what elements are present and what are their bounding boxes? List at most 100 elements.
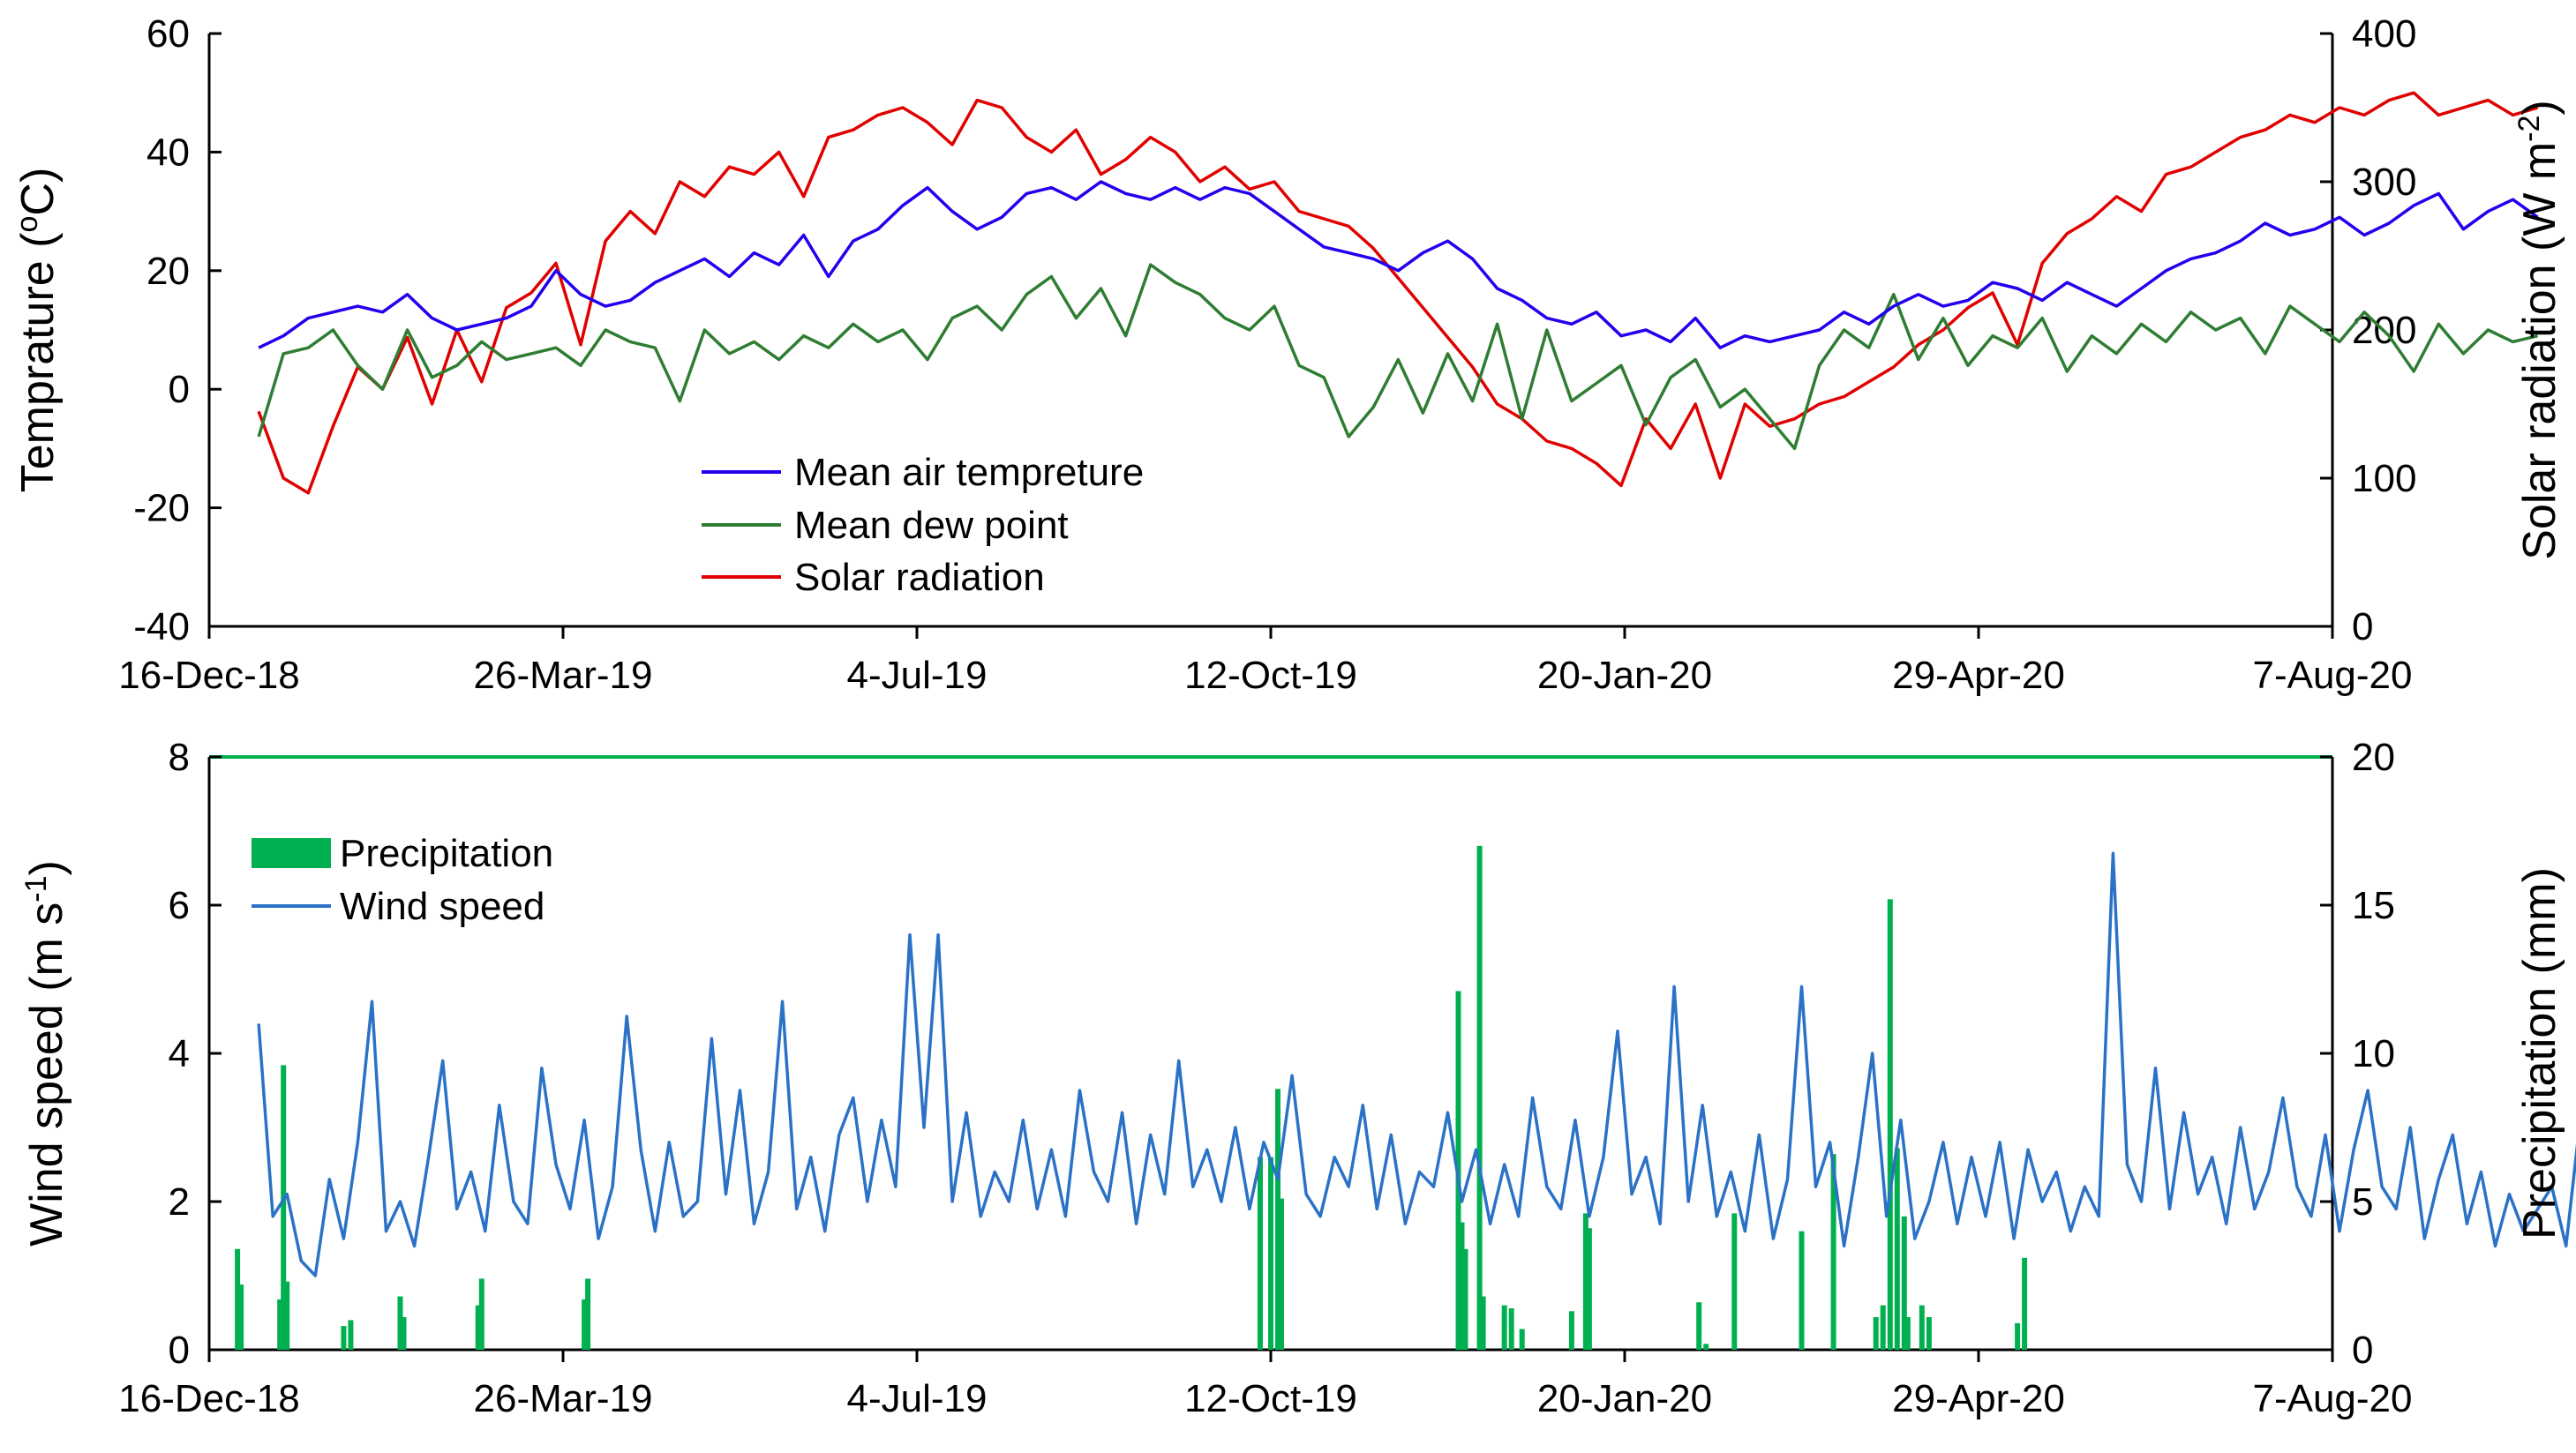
bottom-x-tick-label: 7-Aug-20	[2252, 1377, 2412, 1420]
top-y-tick-label: 40	[146, 131, 190, 174]
top-y2-tick-label: 100	[2352, 457, 2416, 500]
top-y2-tick-label: 300	[2352, 161, 2416, 204]
solar-radiation-line	[257, 91, 2539, 495]
precipitation-bar	[397, 1296, 403, 1350]
precipitation-bar	[1268, 1157, 1273, 1350]
bottom-y2-tick-label: 20	[2352, 736, 2395, 779]
legend-label-dew-point: Mean dew point	[794, 504, 1069, 547]
bottom-y2-tick-label: 10	[2352, 1032, 2395, 1075]
precipitation-bar	[1901, 1216, 1907, 1350]
precipitation-bar	[1480, 1296, 1486, 1350]
top-x-tick-label: 12-Oct-19	[1184, 654, 1357, 697]
bottom-x-tick-label: 20-Jan-20	[1537, 1377, 1712, 1420]
precipitation-bar	[1904, 1317, 1911, 1350]
precipitation-bar	[1696, 1302, 1702, 1350]
precipitation-bar	[2015, 1322, 2021, 1350]
precipitation-bar	[1508, 1308, 1514, 1350]
top-x-tick-label: 20-Jan-20	[1537, 654, 1712, 697]
precipitation-bar	[582, 1299, 588, 1350]
precipitation-bar	[277, 1299, 283, 1350]
bottom-x-tick-label: 4-Jul-19	[847, 1377, 988, 1420]
legend-label-wind-speed: Wind speed	[340, 885, 544, 928]
top-x-tick-label: 4-Jul-19	[847, 654, 988, 697]
precipitation-bar	[1703, 1344, 1709, 1350]
bottom-panel: 0 2 4 6 8 0 5 10 15 20 16-Dec-18 26-Mar-19 4-Jul-19 1…	[19, 736, 2576, 1420]
air-temperature-line	[258, 180, 2539, 349]
precipitation-bar	[1830, 1154, 1836, 1350]
precipitation-bar	[238, 1284, 244, 1350]
bottom-ticks: 0 2 4 6 8 0 5 10 15 20 16-Dec-18 26-Mar-19 4-Jul-19 1…	[118, 736, 2412, 1420]
bottom-series	[257, 851, 2576, 1277]
precipitation-bar	[401, 1317, 407, 1350]
top-y-tick-label: -20	[133, 487, 190, 530]
top-y2-axis-label: Solar radiation (W m-2)	[2512, 100, 2565, 559]
top-y2-tick-label: 400	[2352, 12, 2416, 56]
precipitation-bar	[1476, 845, 1483, 1350]
top-y-tick-label: 0	[169, 368, 190, 411]
precipitation-bar	[1887, 899, 1893, 1350]
top-x-tick-label: 16-Dec-18	[118, 654, 299, 697]
precipitation-bar	[1586, 1228, 1592, 1350]
bottom-y-tick-label: 2	[169, 1180, 190, 1224]
precipitation-bar	[341, 1326, 347, 1350]
precipitation-bar	[1880, 1305, 1886, 1350]
precipitation-bar	[475, 1305, 481, 1350]
top-y-tick-label: 60	[146, 12, 190, 56]
precipitation-bar	[1926, 1317, 1932, 1350]
precipitation-bar	[2022, 1257, 2028, 1350]
precipitation-bar	[1582, 1213, 1588, 1350]
precipitation-bar	[281, 1065, 287, 1350]
precipitation-bar	[1731, 1213, 1738, 1350]
bottom-y2-axis-label: Precipitation (mm)	[2514, 867, 2565, 1240]
top-y-axis-label: Temprature (oC)	[11, 168, 64, 493]
top-y-tick-label: -40	[133, 605, 190, 648]
precipitation-bar	[1501, 1305, 1507, 1350]
bottom-y2-tick-label: 0	[2352, 1329, 2373, 1372]
bottom-x-tick-label: 12-Oct-19	[1184, 1377, 1357, 1420]
dew-point-line	[257, 263, 2539, 451]
legend-label-precipitation: Precipitation	[340, 832, 553, 875]
legend-label-solar-radiation: Solar radiation	[794, 556, 1045, 599]
bottom-y-tick-label: 6	[169, 884, 190, 927]
bottom-x-tick-label: 16-Dec-18	[118, 1377, 299, 1420]
wind-speed-line	[257, 851, 2576, 1277]
top-axes	[207, 34, 2334, 628]
precipitation-bar	[1462, 1248, 1468, 1350]
legend-swatch-precipitation	[252, 838, 331, 868]
precipitation-bar	[1894, 1148, 1900, 1350]
precipitation-bar	[1873, 1317, 1879, 1350]
top-y2-tick-label: 0	[2352, 605, 2373, 648]
bottom-y2-tick-label: 15	[2352, 884, 2395, 927]
precipitation-bar	[1258, 1157, 1263, 1350]
precipitation-bar	[284, 1281, 290, 1350]
precipitation-bar	[478, 1278, 484, 1350]
top-legend: Mean air tempreture Mean dew point Solar…	[702, 451, 1144, 599]
top-x-tick-label: 29-Apr-20	[1892, 654, 2065, 697]
precipitation-bar	[1519, 1329, 1525, 1350]
top-series	[257, 91, 2539, 495]
top-y-tick-label: 20	[146, 250, 190, 293]
bottom-y-tick-label: 8	[169, 736, 190, 779]
bottom-y2-tick-label: 5	[2352, 1180, 2373, 1224]
bottom-y-axis-label: Wind speed (m s-1)	[19, 860, 72, 1247]
top-x-tick-label: 26-Mar-19	[474, 654, 653, 697]
top-x-tick-label: 7-Aug-20	[2252, 654, 2412, 697]
bottom-x-tick-label: 26-Mar-19	[474, 1377, 653, 1420]
precipitation-bar	[1919, 1305, 1925, 1350]
precipitation-bar	[1459, 1222, 1465, 1350]
precipitation-bar	[1799, 1231, 1805, 1350]
bottom-y-tick-label: 4	[169, 1032, 190, 1075]
precipitation-bar	[585, 1278, 591, 1350]
bottom-y-tick-label: 0	[169, 1329, 190, 1372]
bottom-x-tick-label: 29-Apr-20	[1892, 1377, 2065, 1420]
precipitation-bar	[235, 1248, 241, 1350]
legend-label-air-temperature: Mean air tempreture	[794, 451, 1144, 494]
precipitation-bar	[1275, 1089, 1280, 1350]
bottom-legend: Precipitation Wind speed	[252, 832, 553, 928]
precipitation-bar	[348, 1320, 354, 1350]
precipitation-bar	[1279, 1198, 1284, 1350]
